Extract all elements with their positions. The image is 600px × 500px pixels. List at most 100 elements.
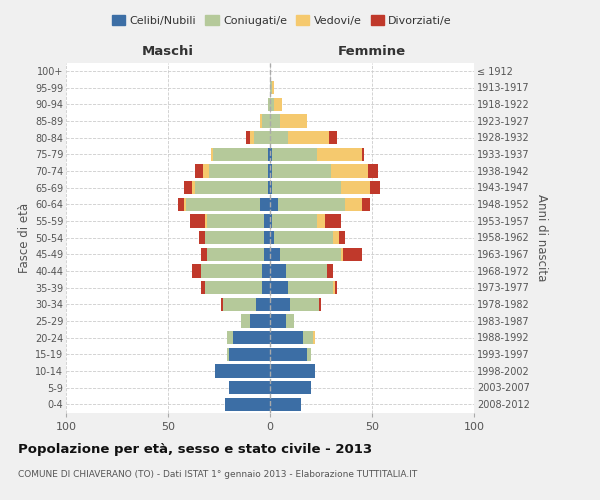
Bar [262, 114, 270, 128]
Bar [200, 281, 205, 294]
Bar [289, 281, 333, 294]
Bar [272, 148, 317, 161]
Bar [260, 114, 262, 128]
Bar [211, 148, 213, 161]
Bar [368, 164, 378, 177]
Bar [264, 231, 270, 244]
Bar [229, 381, 270, 394]
Bar [262, 281, 270, 294]
Bar [270, 298, 290, 311]
Y-axis label: Anni di nascita: Anni di nascita [535, 194, 548, 281]
Bar [327, 264, 333, 278]
Bar [270, 331, 302, 344]
Bar [270, 98, 274, 111]
Bar [268, 148, 270, 161]
Bar [256, 298, 270, 311]
Bar [346, 198, 362, 211]
Bar [241, 314, 250, 328]
Bar [194, 181, 268, 194]
Bar [272, 181, 341, 194]
Bar [223, 298, 256, 311]
Bar [270, 398, 301, 411]
Bar [270, 148, 272, 161]
Bar [203, 164, 209, 177]
Bar [254, 131, 270, 144]
Text: Popolazione per età, sesso e stato civile - 2013: Popolazione per età, sesso e stato civil… [18, 442, 372, 456]
Bar [213, 148, 268, 161]
Bar [200, 264, 262, 278]
Bar [207, 248, 264, 261]
Bar [280, 114, 307, 128]
Bar [270, 314, 286, 328]
Bar [233, 331, 270, 344]
Bar [270, 348, 307, 361]
Bar [362, 198, 370, 211]
Text: Femmine: Femmine [338, 44, 406, 58]
Bar [268, 98, 270, 111]
Bar [272, 164, 331, 177]
Bar [209, 164, 268, 177]
Bar [270, 181, 272, 194]
Bar [278, 198, 346, 211]
Bar [270, 264, 286, 278]
Bar [245, 131, 250, 144]
Bar [313, 331, 315, 344]
Bar [270, 114, 280, 128]
Bar [335, 281, 337, 294]
Bar [341, 248, 343, 261]
Bar [274, 98, 282, 111]
Bar [270, 214, 272, 228]
Bar [286, 264, 327, 278]
Bar [207, 214, 264, 228]
Bar [317, 214, 325, 228]
Bar [319, 298, 321, 311]
Bar [362, 148, 364, 161]
Bar [270, 231, 274, 244]
Bar [289, 131, 329, 144]
Bar [227, 348, 229, 361]
Bar [229, 348, 270, 361]
Bar [270, 248, 280, 261]
Bar [250, 131, 254, 144]
Bar [184, 181, 193, 194]
Bar [270, 198, 278, 211]
Bar [329, 131, 337, 144]
Y-axis label: Fasce di età: Fasce di età [17, 202, 31, 272]
Bar [290, 298, 319, 311]
Bar [260, 198, 270, 211]
Bar [280, 248, 341, 261]
Bar [184, 198, 187, 211]
Bar [205, 231, 264, 244]
Bar [205, 214, 207, 228]
Bar [343, 248, 362, 261]
Bar [274, 231, 333, 244]
Bar [325, 214, 341, 228]
Bar [268, 164, 270, 177]
Bar [270, 381, 311, 394]
Bar [272, 214, 317, 228]
Bar [333, 231, 340, 244]
Bar [215, 364, 270, 378]
Bar [200, 248, 207, 261]
Bar [333, 281, 335, 294]
Bar [225, 398, 270, 411]
Bar [178, 198, 184, 211]
Bar [270, 364, 315, 378]
Bar [307, 348, 311, 361]
Bar [264, 248, 270, 261]
Bar [341, 181, 370, 194]
Bar [270, 281, 289, 294]
Bar [193, 181, 194, 194]
Bar [187, 198, 260, 211]
Bar [270, 131, 289, 144]
Bar [302, 331, 313, 344]
Bar [370, 181, 380, 194]
Text: Maschi: Maschi [142, 44, 194, 58]
Bar [199, 231, 205, 244]
Bar [205, 281, 262, 294]
Bar [270, 164, 272, 177]
Bar [250, 314, 270, 328]
Bar [227, 331, 233, 344]
Bar [286, 314, 295, 328]
Bar [340, 231, 346, 244]
